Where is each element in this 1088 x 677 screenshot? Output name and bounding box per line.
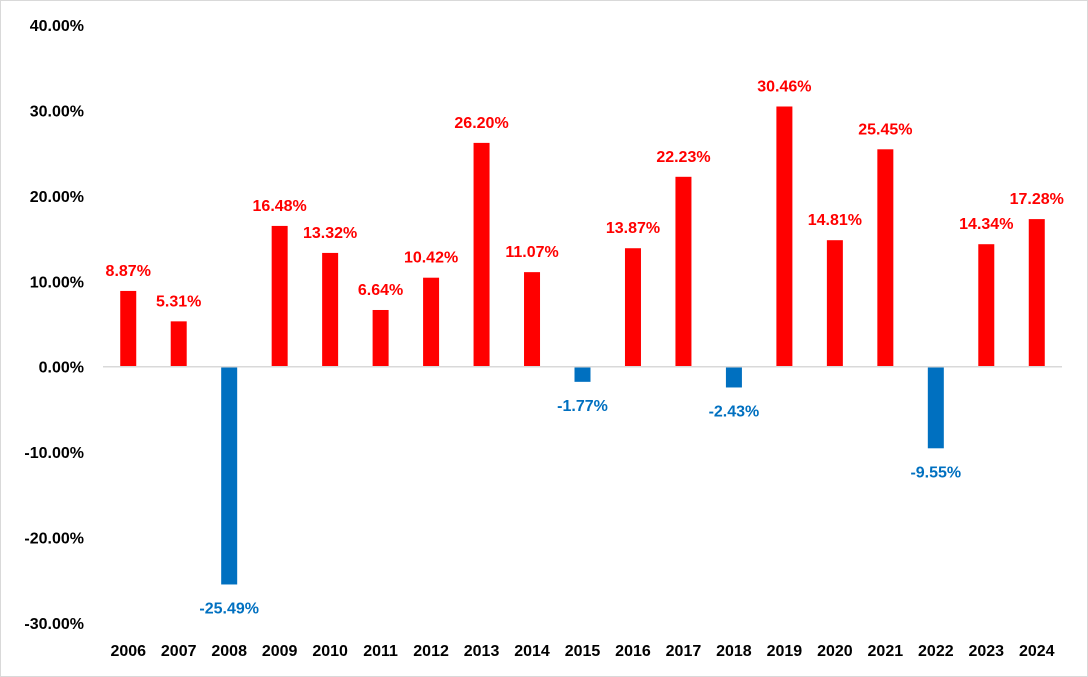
x-tick-label: 2011 (363, 643, 398, 660)
x-tick-label: 2023 (968, 643, 1004, 660)
y-tick-label: 10.00% (30, 274, 84, 291)
x-tick-label: 2017 (666, 643, 702, 660)
x-tick-label: 2009 (262, 643, 298, 660)
bar-2018 (725, 366, 742, 388)
data-label-2015: -1.77% (557, 398, 608, 415)
bar-2017 (675, 176, 692, 367)
data-label-2012: 10.42% (404, 250, 458, 267)
bar-2008 (221, 366, 238, 585)
x-axis-tick-labels: 2006 2007 2008 2009 2010 2011 2012 2013 2014 2015… (110, 643, 1054, 660)
x-tick-label: 2015 (565, 643, 601, 660)
bar-2007 (170, 321, 187, 367)
bar-2020 (826, 240, 843, 367)
x-tick-label: 2007 (161, 643, 197, 660)
data-label-2008: -25.49% (199, 600, 259, 617)
y-tick-label: 20.00% (30, 189, 84, 206)
bar-2009 (271, 225, 288, 367)
x-tick-label: 2021 (868, 643, 904, 660)
bar-2014 (524, 272, 541, 367)
x-tick-label: 2013 (464, 643, 500, 660)
bar-2012 (423, 277, 440, 367)
x-tick-label: 2019 (767, 643, 803, 660)
y-tick-label: -10.00% (24, 445, 84, 462)
y-tick-label: -30.00% (24, 616, 84, 633)
data-label-2006: 8.87% (106, 263, 151, 280)
bar-2015 (574, 366, 591, 382)
data-label-2009: 16.48% (253, 198, 307, 215)
bar-2023 (978, 244, 995, 367)
data-label-2007: 5.31% (156, 293, 201, 310)
x-tick-label: 2022 (918, 643, 954, 660)
data-label-2020: 14.81% (808, 212, 862, 229)
bar-series (120, 106, 1045, 585)
data-label-2014: 11.07% (505, 244, 558, 261)
y-tick-label: 0.00% (39, 360, 84, 377)
y-tick-label: -20.00% (24, 531, 84, 548)
data-label-2018: -2.43% (709, 403, 760, 420)
x-tick-label: 2010 (312, 643, 348, 660)
x-tick-label: 2008 (211, 643, 247, 660)
y-tick-label: 30.00% (30, 103, 84, 120)
x-tick-label: 2006 (110, 643, 146, 660)
data-label-2021: 25.45% (858, 121, 912, 138)
bar-2024 (1028, 219, 1045, 367)
x-tick-label: 2016 (615, 643, 651, 660)
bar-2010 (322, 252, 339, 367)
x-tick-label: 2020 (817, 643, 853, 660)
x-tick-label: 2018 (716, 643, 752, 660)
bar-2022 (927, 366, 944, 449)
bar-2011 (372, 309, 389, 367)
data-label-2013: 26.20% (454, 115, 508, 132)
data-label-2019: 30.46% (757, 78, 811, 95)
data-label-2010: 13.32% (303, 225, 357, 242)
data-labels: 8.87% 5.31% -25.49% 16.48% 13.32% 6.64%10.42%… (106, 78, 1064, 617)
data-label-2017: 22.23% (656, 149, 710, 166)
data-label-2011: 6.64% (358, 282, 403, 299)
bar-2013 (473, 142, 490, 367)
y-tick-label: 40.00% (30, 18, 84, 35)
bar-2019 (776, 106, 793, 367)
data-label-2023: 14.34% (959, 216, 1013, 233)
x-tick-label: 2012 (413, 643, 449, 660)
x-tick-label: 2024 (1019, 643, 1055, 660)
bar-2021 (877, 149, 894, 367)
bar-2006 (120, 290, 137, 367)
data-label-2022: -9.55% (910, 464, 961, 481)
x-tick-label: 2014 (514, 643, 550, 660)
data-label-2024: 17.28% (1010, 191, 1064, 208)
bar-2016 (624, 248, 641, 367)
y-axis-tick-labels: 40.00% 30.00% 20.00% 10.00% 0.00% -10.00% -20.… (24, 18, 84, 633)
data-label-2016: 13.87% (606, 220, 660, 237)
